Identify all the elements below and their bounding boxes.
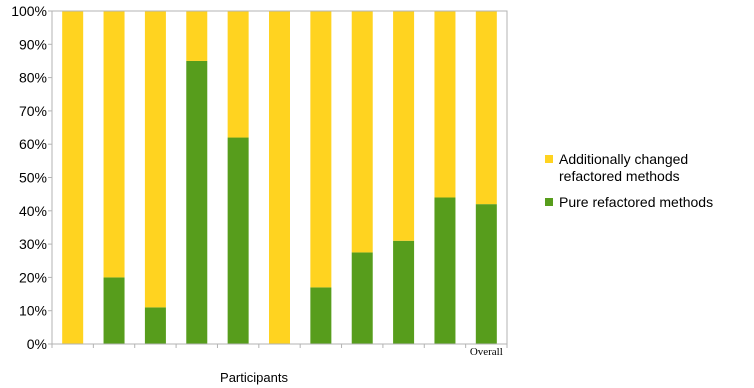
axes-group — [48, 10, 508, 348]
legend-label: Additionally changed — [559, 151, 688, 167]
bar-segment — [351, 252, 373, 344]
bar-segment — [227, 11, 249, 138]
y-tick-label: 70% — [19, 103, 47, 119]
bar-segment — [393, 240, 415, 344]
bar-segment — [434, 11, 456, 198]
bar-segment — [475, 11, 497, 205]
legend-label: Pure refactored methods — [559, 194, 713, 210]
bars-group — [62, 11, 497, 344]
x-axis-label: Participants — [220, 370, 288, 385]
y-tick-label: 60% — [19, 136, 47, 152]
y-tick-label: 10% — [19, 303, 47, 319]
category-label: Overall — [470, 346, 503, 358]
y-tick-label: 100% — [11, 3, 47, 19]
bar-segment — [351, 11, 373, 253]
bar-segment — [186, 60, 208, 344]
bar-segment — [103, 277, 125, 344]
bar-segment — [269, 11, 290, 344]
legend-label: refactored methods — [559, 168, 680, 184]
bar-segment — [144, 11, 166, 308]
y-tick-labels: 0% 10% 20% 30% 40% 50% 60% 70% 80% 90% 100% — [11, 3, 47, 352]
bar-segment — [144, 307, 166, 344]
bar-segment — [393, 11, 415, 241]
bar-segment — [103, 11, 125, 278]
y-tick-label: 30% — [19, 236, 47, 252]
category-labels: Overall — [470, 346, 503, 358]
bar-segment — [475, 204, 497, 344]
legend-swatch — [545, 198, 553, 206]
bar-segment — [186, 11, 208, 61]
bar-segment — [434, 197, 456, 344]
bar-segment — [310, 11, 332, 288]
y-tick-label: 90% — [19, 36, 47, 52]
y-tick-label: 80% — [19, 70, 47, 86]
y-tick-label: 0% — [27, 336, 47, 352]
y-tick-label: 40% — [19, 203, 47, 219]
legend-swatch — [545, 155, 553, 163]
bar-segment — [62, 11, 84, 344]
y-tick-label: 20% — [19, 269, 47, 285]
bar-segment — [310, 287, 332, 344]
bar-segment — [227, 137, 249, 344]
y-tick-label: 50% — [19, 170, 47, 186]
